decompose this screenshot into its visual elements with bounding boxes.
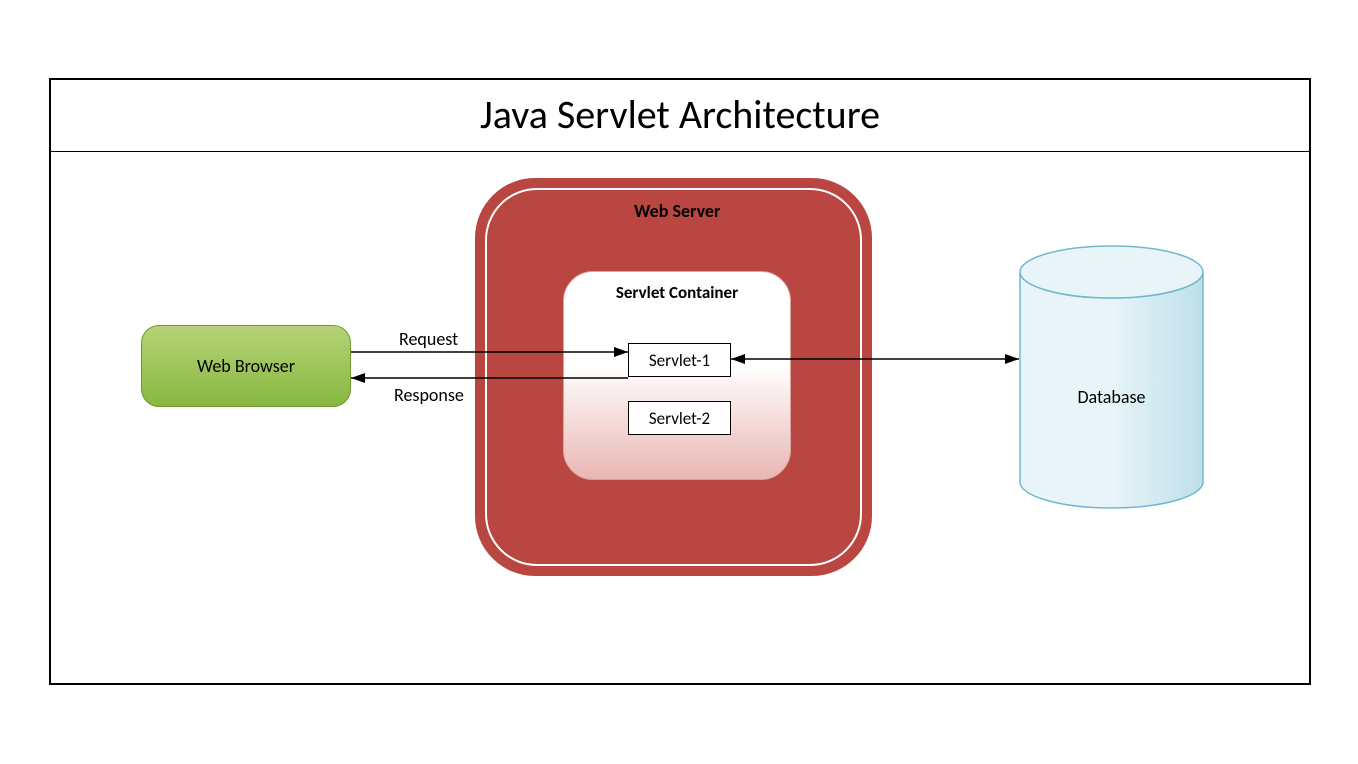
- database-node: Database: [1019, 245, 1204, 509]
- title-divider: [51, 151, 1309, 152]
- web-server-label: Web Server: [634, 200, 720, 222]
- servlet-1-label: Servlet-1: [649, 350, 710, 371]
- servlet-2-node: Servlet-2: [628, 401, 731, 435]
- servlet-container-label: Servlet Container: [564, 282, 790, 303]
- web-browser-node: Web Browser: [141, 325, 351, 407]
- servlet-1-node: Servlet-1: [628, 343, 731, 377]
- title-region: Java Servlet Architecture: [51, 90, 1309, 139]
- database-cylinder-icon: [1019, 245, 1204, 509]
- diagram-title: Java Servlet Architecture: [480, 90, 880, 139]
- web-browser-label: Web Browser: [197, 355, 295, 377]
- servlet-2-label: Servlet-2: [649, 408, 710, 429]
- database-label: Database: [1019, 386, 1204, 408]
- response-arrow-label: Response: [394, 384, 464, 406]
- diagram-canvas: Java Servlet Architecture Web Server Ser…: [0, 0, 1358, 764]
- request-arrow-label: Request: [399, 328, 458, 350]
